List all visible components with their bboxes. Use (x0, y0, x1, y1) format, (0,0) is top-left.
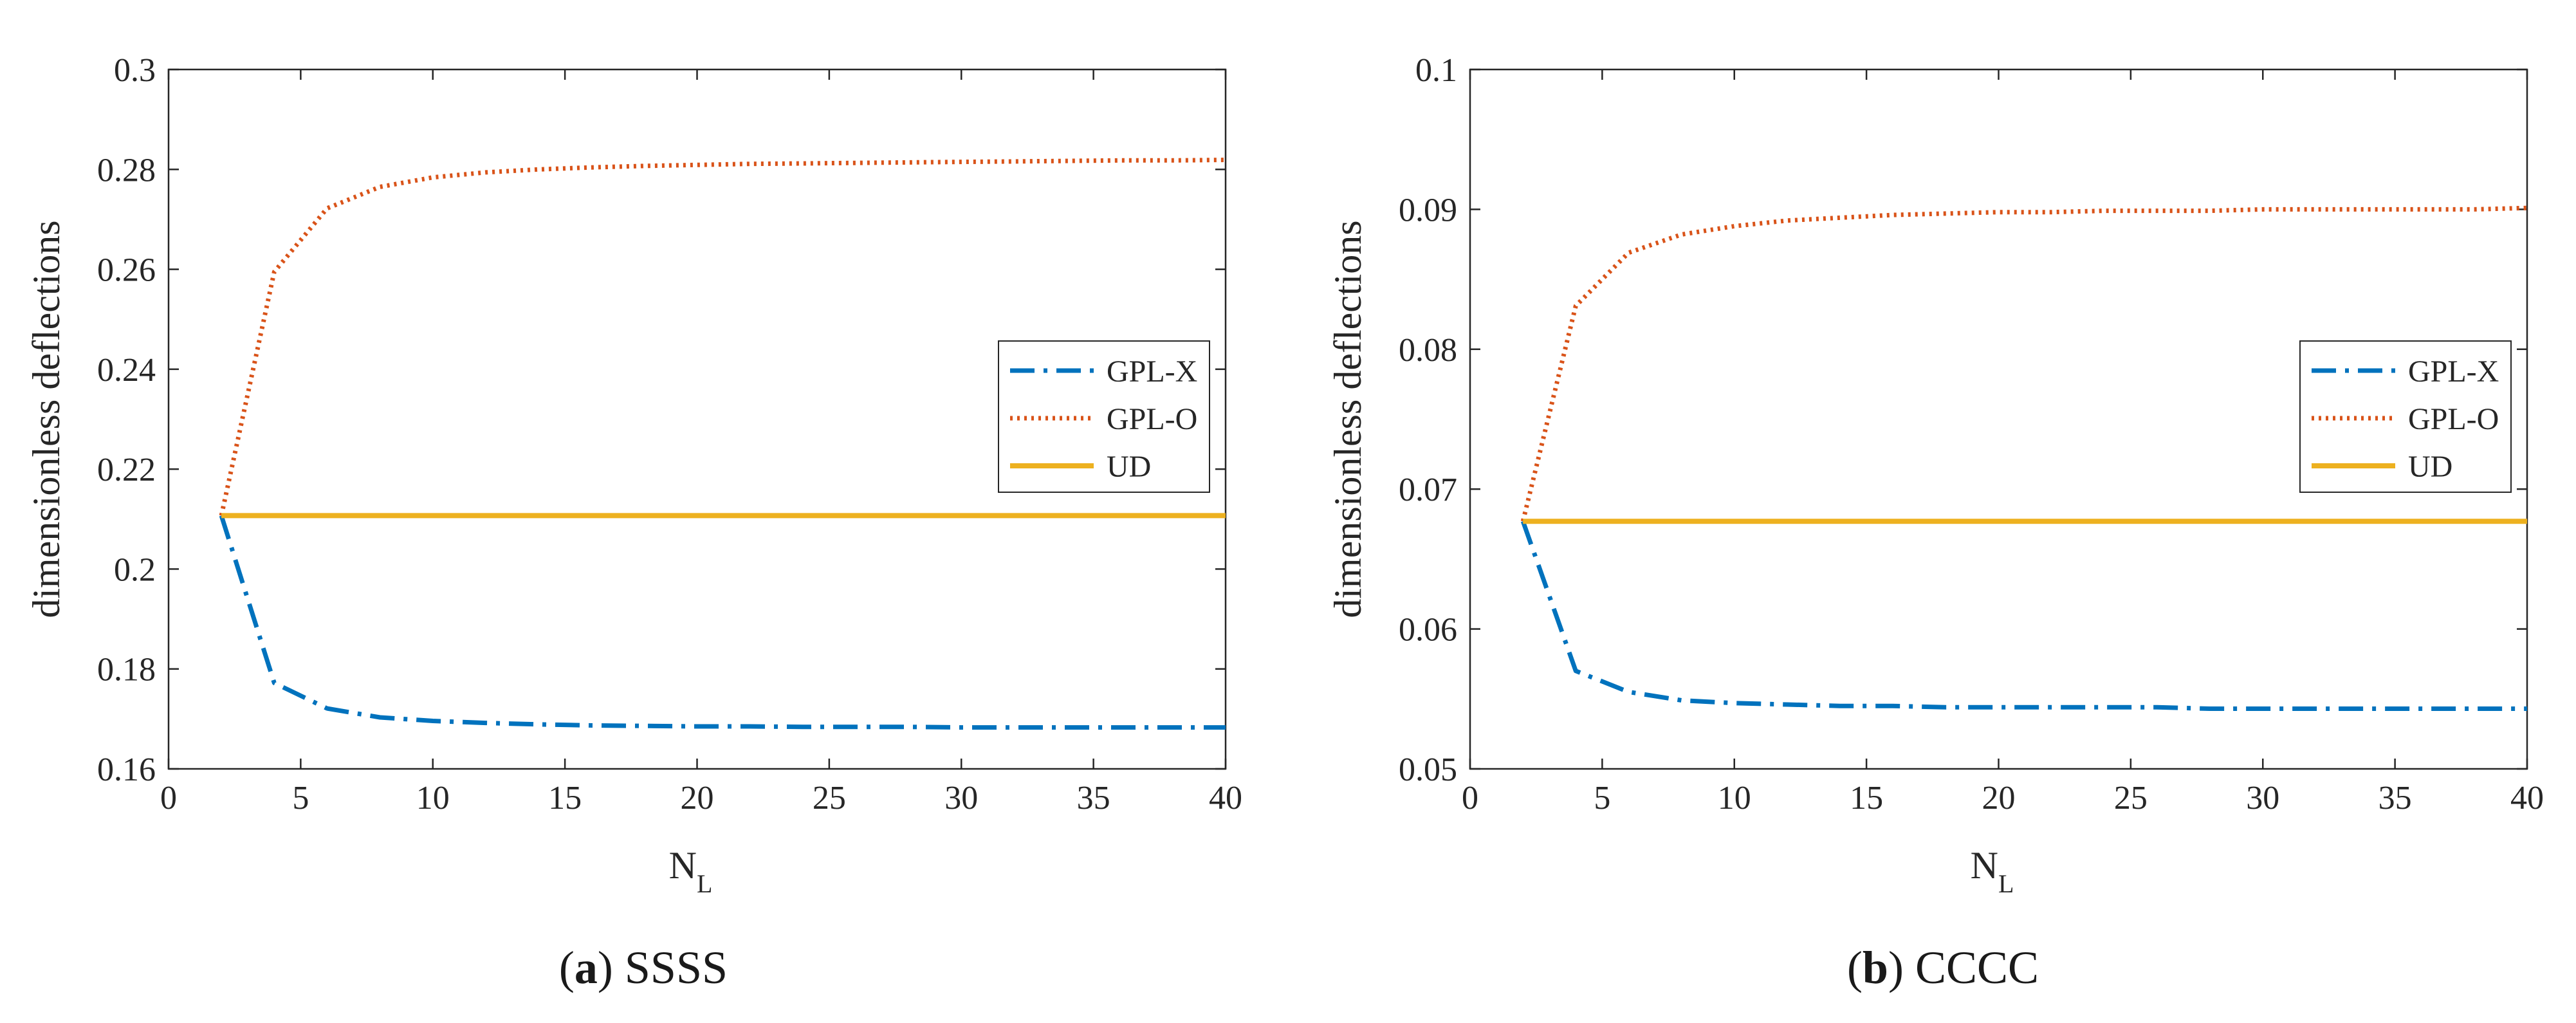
x-axis-label: NL (669, 844, 713, 898)
y-tick-label: 0.1 (1415, 52, 1457, 89)
x-tick-label: 15 (548, 780, 582, 816)
y-axis-label: dimensionless deflections (1327, 220, 1369, 618)
y-tick-label: 0.06 (1399, 612, 1457, 649)
x-tick-label: 30 (2246, 780, 2279, 816)
x-tick-label: 5 (1594, 780, 1610, 816)
y-tick-label: 0.05 (1399, 751, 1457, 788)
legend-label: UD (2408, 450, 2452, 484)
x-tick-label: 25 (813, 780, 846, 816)
x-tick-label: 30 (944, 780, 978, 816)
series-line-gpl-x (1520, 521, 2527, 711)
legend-label: GPL-X (1107, 355, 1197, 389)
y-tick-label: 0.18 (97, 652, 156, 688)
series-line-gpl-o (1520, 205, 2528, 522)
series-line-gpl-o (219, 158, 1226, 517)
x-tick-label: 10 (416, 780, 450, 816)
x-tick-label: 35 (1077, 780, 1110, 816)
x-tick-label: 15 (1850, 780, 1883, 816)
x-tick-label: 10 (1718, 780, 1751, 816)
y-tick-label: 0.16 (97, 751, 156, 788)
panel-caption: (a) SSSS (559, 942, 728, 993)
legend-label: GPL-O (2408, 402, 2499, 436)
x-tick-label: 5 (292, 780, 309, 816)
x-tick-label: 0 (160, 780, 177, 816)
y-tick-label: 0.26 (97, 252, 156, 289)
y-tick-label: 0.2 (114, 551, 156, 588)
chart-panel-b: 0 5 10 15 20 25 30 35 40 0.05 0.06 0.07 0.08 0.09 0.1 N… (1327, 52, 2544, 993)
legend-label: GPL-X (2408, 355, 2499, 389)
y-tick-label: 0.08 (1399, 332, 1457, 369)
chart-panel-a: 0 5 10 15 20 25 30 35 40 0.16 0.18 0.2 0.22 0.24 0.26 0… (25, 52, 1242, 993)
y-tick-label: 0.28 (97, 152, 156, 189)
y-tick-label: 0.09 (1399, 192, 1457, 228)
x-tick-label: 25 (2114, 780, 2148, 816)
y-tick-label: 0.24 (97, 352, 156, 389)
x-tick-label: 20 (681, 780, 714, 816)
series-line-gpl-x (219, 515, 1226, 730)
y-tick-label: 0.07 (1399, 472, 1457, 508)
x-tick-label: 40 (2510, 780, 2544, 816)
x-tick-label: 35 (2378, 780, 2412, 816)
legend-label: GPL-O (1107, 402, 1197, 436)
legend-label: UD (1107, 450, 1151, 484)
panel-caption: (b) CCCC (1847, 942, 2039, 993)
y-axis-label: dimensionless deflections (25, 220, 68, 618)
y-tick-label: 0.3 (114, 52, 156, 89)
x-tick-label: 20 (1982, 780, 2016, 816)
x-tick-label: 0 (1462, 780, 1478, 816)
x-tick-label: 40 (1209, 780, 1242, 816)
x-axis-label: NL (1971, 844, 2014, 898)
y-tick-label: 0.22 (97, 452, 156, 488)
